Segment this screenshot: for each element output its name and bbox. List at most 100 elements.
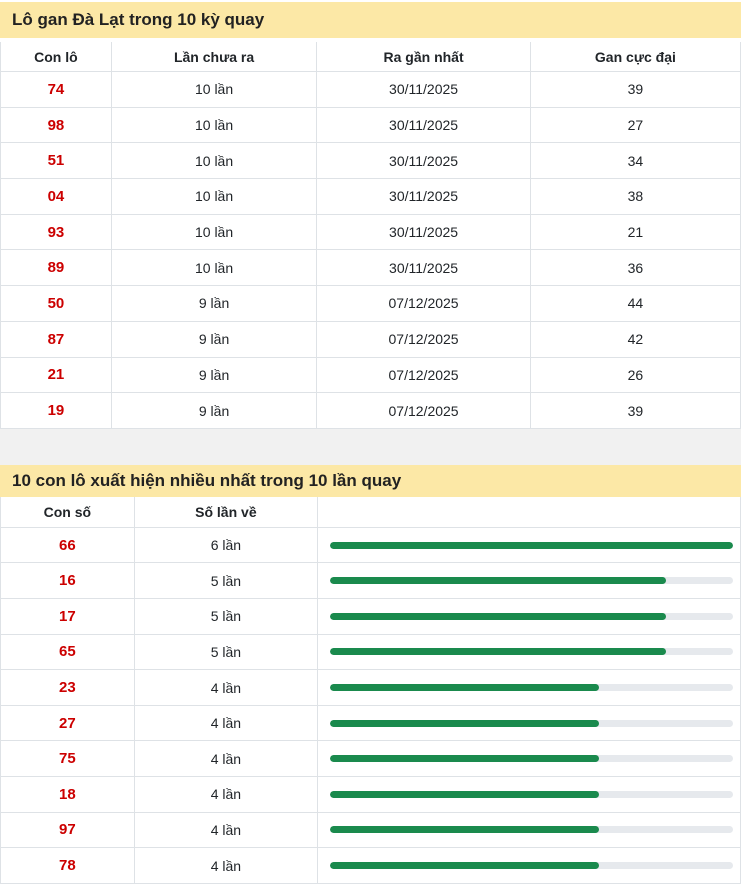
frequency-bar-cell bbox=[318, 741, 740, 776]
lotto-number: 19 bbox=[1, 393, 112, 428]
frequency-bar-cell bbox=[318, 777, 740, 812]
lo-gan-row: 50 9 lần 07/12/2025 44 bbox=[1, 286, 740, 322]
frequency-bar-cell bbox=[318, 670, 740, 705]
max-gap-value: 36 bbox=[627, 259, 644, 276]
frequency-bar-cell bbox=[318, 563, 740, 598]
frequency-bar-fill bbox=[330, 648, 666, 656]
appearance-count: 5 lần bbox=[135, 599, 319, 634]
appearance-count: 4 lần bbox=[135, 848, 319, 883]
missed-count: 10 lần bbox=[112, 72, 318, 107]
frequency-bar-fill bbox=[330, 790, 599, 798]
frequency-bar-cell bbox=[318, 528, 740, 563]
appearance-count: 4 lần bbox=[135, 670, 319, 705]
frequency-bar-track bbox=[330, 648, 733, 656]
lo-gan-section-title: Lô gan Đà Lạt trong 10 kỳ quay bbox=[0, 2, 741, 38]
frequent-section-title: 10 con lô xuất hiện nhiều nhất trong 10 … bbox=[0, 464, 741, 497]
missed-count: 9 lần bbox=[112, 393, 318, 428]
frequency-bar-track bbox=[330, 862, 733, 870]
lotto-number: 66 bbox=[1, 527, 135, 563]
frequency-bar-track bbox=[330, 755, 733, 763]
last-seen-date: 30/11/2025 bbox=[317, 250, 531, 286]
lo-gan-row: 89 10 lần 30/11/2025 36 bbox=[1, 250, 740, 287]
missed-count: 10 lần bbox=[112, 214, 318, 250]
appearance-count: 6 lần bbox=[135, 527, 319, 563]
lotto-number: 93 bbox=[1, 214, 112, 250]
appearance-count: 5 lần bbox=[135, 563, 319, 599]
lotto-number: 75 bbox=[1, 741, 135, 777]
max-gap-value: 27 bbox=[627, 117, 644, 134]
lotto-number: 78 bbox=[1, 848, 135, 883]
frequency-bar-fill bbox=[330, 755, 599, 763]
lo-gan-row: 93 10 lần 30/11/2025 21 bbox=[1, 214, 740, 251]
section-divider bbox=[0, 428, 741, 465]
lotto-number: 16 bbox=[1, 563, 135, 599]
lotto-number: 87 bbox=[1, 321, 112, 357]
frequency-bar-fill bbox=[330, 684, 599, 692]
frequency-bar-track bbox=[330, 541, 733, 549]
frequency-bar-cell bbox=[318, 848, 740, 883]
lo-gan-row: 04 10 lần 30/11/2025 38 bbox=[1, 179, 740, 215]
max-gap-value: 26 bbox=[627, 366, 644, 383]
lo-gan-table-body: 74 10 lần 30/11/2025 39 98 10 lần 30/11/2025 27… bbox=[1, 72, 740, 429]
lo-gan-row: 98 10 lần 30/11/2025 27 bbox=[1, 107, 740, 144]
max-gap-value: 38 bbox=[627, 188, 644, 205]
appearance-count: 4 lần bbox=[135, 741, 319, 777]
frequency-bar-fill bbox=[330, 577, 666, 585]
max-gap-value: 42 bbox=[627, 331, 644, 348]
missed-count: 10 lần bbox=[112, 143, 318, 179]
frequent-table-body: 66 6 lần 16 5 lần 17 5 lần 65 5 lần 23 4 lần 27 4 l… bbox=[1, 527, 740, 884]
frequent-row: 75 4 lần bbox=[1, 741, 740, 778]
column-header-bar-spacer bbox=[318, 497, 740, 527]
appearance-count: 5 lần bbox=[135, 634, 319, 670]
frequent-row: 97 4 lần bbox=[1, 812, 740, 849]
lotto-number: 17 bbox=[1, 599, 135, 634]
column-header-lan-chua-ra: Lần chưa ra bbox=[112, 42, 318, 71]
lotto-number: 27 bbox=[1, 705, 135, 741]
max-gap-value: 44 bbox=[627, 295, 644, 312]
lotto-number: 21 bbox=[1, 357, 112, 393]
frequency-bar-track bbox=[330, 826, 733, 834]
lo-gan-row: 19 9 lần 07/12/2025 39 bbox=[1, 393, 740, 429]
lotto-number: 65 bbox=[1, 634, 135, 670]
frequency-bar-fill bbox=[330, 719, 599, 727]
frequency-bar-fill bbox=[330, 612, 666, 620]
frequent-row: 66 6 lần bbox=[1, 527, 740, 564]
lotto-number: 04 bbox=[1, 179, 112, 214]
lotto-number: 50 bbox=[1, 286, 112, 321]
column-header-con-so: Con số bbox=[1, 496, 135, 527]
lotto-number: 98 bbox=[1, 107, 112, 143]
column-header-so-lan-ve: Số lần về bbox=[135, 496, 319, 527]
last-seen-date: 30/11/2025 bbox=[317, 107, 531, 143]
lo-gan-row: 74 10 lần 30/11/2025 39 bbox=[1, 72, 740, 108]
missed-count: 10 lần bbox=[112, 250, 318, 286]
frequency-bar-cell bbox=[318, 599, 740, 634]
frequent-table: Con số Số lần về 66 6 lần 16 5 lần 17 5 lần 65… bbox=[0, 496, 741, 884]
frequency-bar-track bbox=[330, 790, 733, 798]
last-seen-date: 07/12/2025 bbox=[317, 321, 531, 357]
frequency-bar-fill bbox=[330, 826, 599, 834]
missed-count: 9 lần bbox=[112, 321, 318, 357]
missed-count: 9 lần bbox=[112, 286, 318, 321]
frequency-bar-track bbox=[330, 684, 733, 692]
max-gap-value: 39 bbox=[627, 81, 644, 98]
last-seen-date: 30/11/2025 bbox=[317, 179, 531, 214]
frequent-row: 18 4 lần bbox=[1, 777, 740, 813]
frequency-bar-fill bbox=[330, 541, 733, 549]
frequency-bar-cell bbox=[318, 706, 740, 741]
column-header-con-lo: Con lô bbox=[1, 42, 112, 71]
frequency-bar-cell bbox=[318, 813, 740, 848]
missed-count: 10 lần bbox=[112, 107, 318, 143]
frequency-bar-track bbox=[330, 719, 733, 727]
lotto-number: 74 bbox=[1, 72, 112, 107]
frequent-row: 27 4 lần bbox=[1, 705, 740, 742]
frequent-row: 78 4 lần bbox=[1, 848, 740, 884]
frequent-row: 65 5 lần bbox=[1, 634, 740, 671]
column-header-ra-gan-nhat: Ra gần nhất bbox=[317, 42, 531, 71]
appearance-count: 4 lần bbox=[135, 705, 319, 741]
last-seen-date: 30/11/2025 bbox=[317, 214, 531, 250]
lotto-number: 89 bbox=[1, 250, 112, 286]
frequent-row: 17 5 lần bbox=[1, 599, 740, 635]
appearance-count: 4 lần bbox=[135, 777, 319, 812]
frequency-bar-fill bbox=[330, 862, 599, 870]
last-seen-date: 07/12/2025 bbox=[317, 357, 531, 393]
